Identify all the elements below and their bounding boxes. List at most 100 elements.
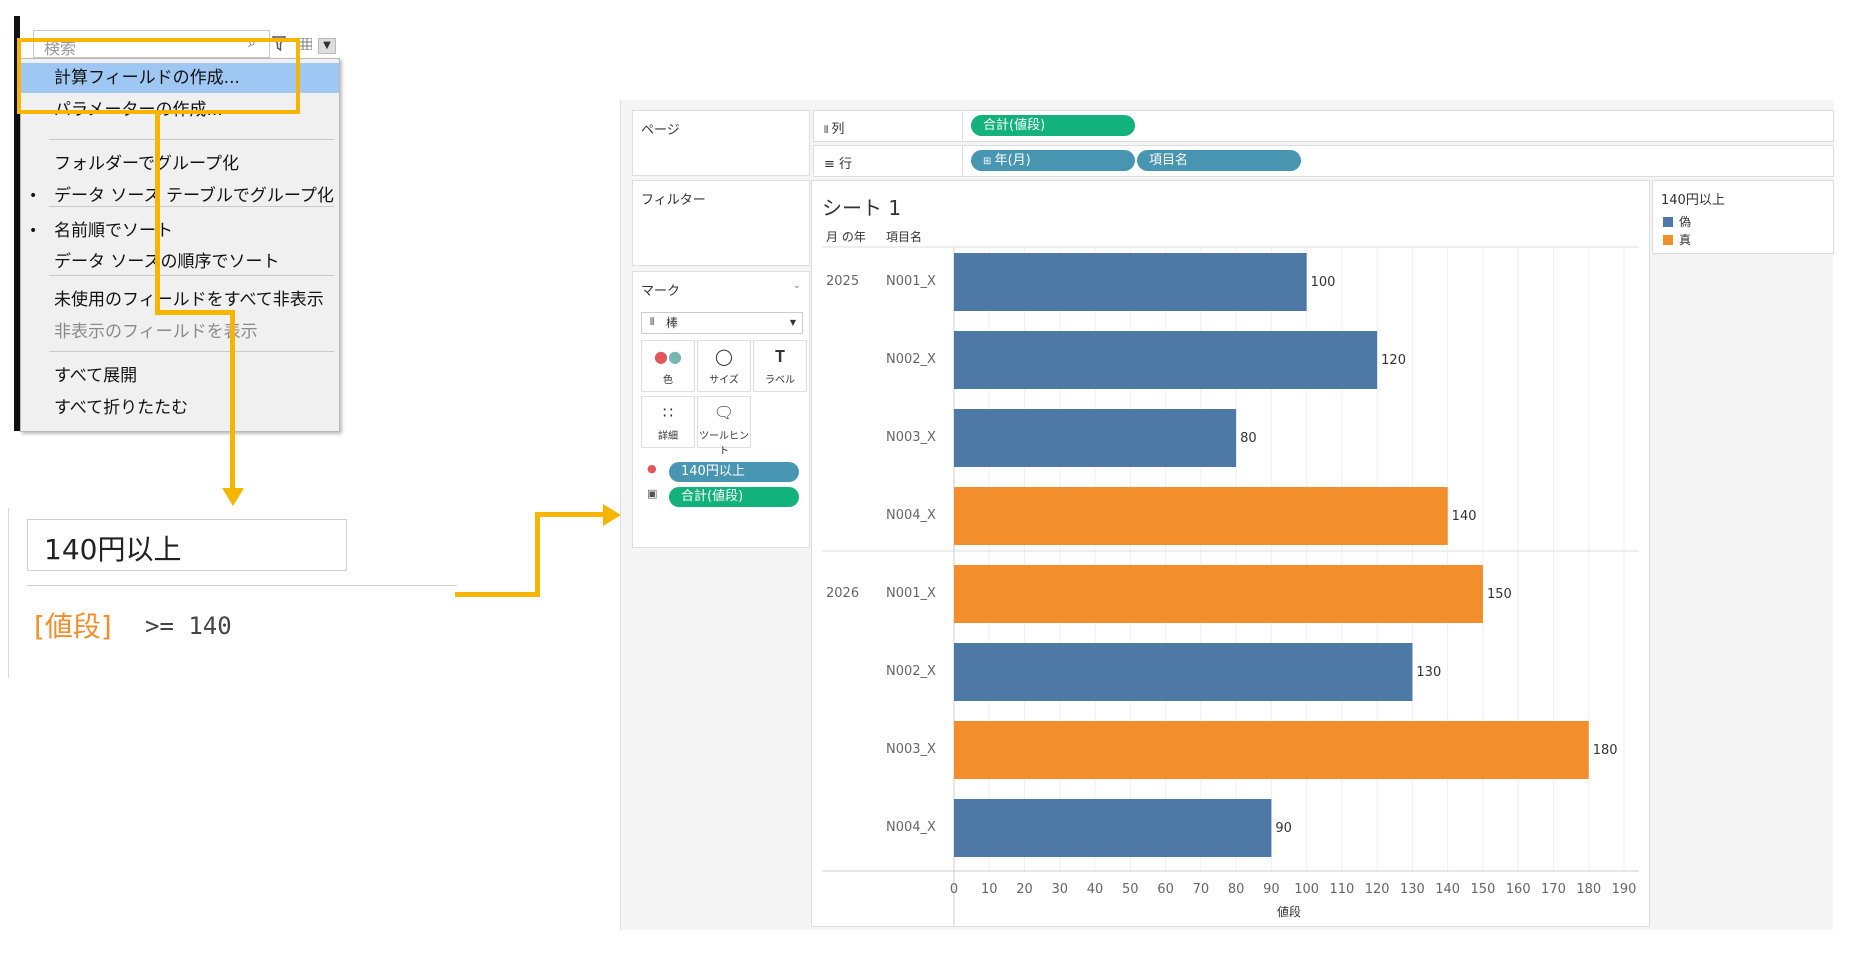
legend-item-false[interactable]: 偽 <box>1663 213 1691 230</box>
mark-type-select[interactable]: ⫴ 棒 ▼ <box>641 312 803 334</box>
pane-edge <box>14 16 20 431</box>
menu-item[interactable]: • データ ソース テーブルでグループ化 <box>21 181 339 211</box>
bar-value-label: 150 <box>1487 587 1512 602</box>
chevron-down-icon[interactable]: ⌄ <box>792 280 801 291</box>
column-pill[interactable]: 合計(値段) <box>971 115 1135 136</box>
item-label: N002_X <box>886 664 936 679</box>
search-placeholder: 検索 <box>44 39 77 58</box>
x-tick-label: 110 <box>1329 882 1354 897</box>
menu-item[interactable]: すべて展開 <box>21 361 339 391</box>
bar <box>954 565 1483 623</box>
item-label: N003_X <box>886 430 936 445</box>
menu-item[interactable]: データ ソースの順序でソート <box>21 247 339 277</box>
connector-line <box>230 310 235 492</box>
search-input[interactable]: 検索 <box>33 30 270 58</box>
menu-item[interactable]: フォルダーでグループ化 <box>21 149 339 179</box>
header-year: 月 の年 <box>826 230 866 244</box>
filter-icon[interactable] <box>272 36 286 52</box>
tooltip-button[interactable]: 🗨 ツールヒント <box>697 396 751 457</box>
x-tick-label: 120 <box>1365 882 1390 897</box>
pages-label: ページ <box>641 123 680 138</box>
marks-card: マーク ⌄ ⫴ 棒 ▼ ●● 色 ◯ サイズ 𝐓 ラベル ∷ 詳細 🗨 ツールヒ… <box>632 271 810 548</box>
color-legend[interactable]: 140円以上 偽 真 <box>1652 180 1834 254</box>
label-button[interactable]: 𝐓 ラベル <box>753 340 807 392</box>
arrow-right-icon <box>603 504 621 526</box>
chevron-down-icon[interactable]: ▼ <box>318 38 336 54</box>
calc-expression[interactable]: >= 140 <box>145 612 232 640</box>
size-button[interactable]: ◯ サイズ <box>697 340 751 392</box>
color-dot-icon: ● <box>647 462 657 475</box>
legend-swatch <box>1663 235 1673 245</box>
menu-item-label: すべて折りたたむ <box>54 398 189 418</box>
calc-field-reference[interactable]: [値段] <box>34 610 112 643</box>
view-grid-icon[interactable] <box>298 38 312 50</box>
legend-swatch <box>1663 217 1673 227</box>
menu-item-label: すべて展開 <box>54 366 138 386</box>
x-tick-label: 20 <box>1016 882 1033 897</box>
x-tick-label: 30 <box>1052 882 1069 897</box>
row-pill-item[interactable]: 項目名 <box>1137 150 1301 171</box>
row-pill-year[interactable]: ⊞ 年(月) <box>971 150 1135 171</box>
bar-value-label: 130 <box>1416 665 1441 680</box>
menu-item-label: 非表示のフィールドを表示 <box>54 322 258 342</box>
tooltip-label: ツールヒント <box>699 431 749 457</box>
marks-label: マーク <box>641 284 681 299</box>
connector-line <box>155 310 235 315</box>
menu-item[interactable]: • 名前順でソート <box>21 216 339 246</box>
year-label: 2026 <box>826 586 859 601</box>
item-label: N003_X <box>886 742 936 757</box>
color-button[interactable]: ●● 色 <box>641 340 695 392</box>
menu-separator <box>49 275 334 276</box>
calc-name-field[interactable]: 140円以上 <box>27 519 347 571</box>
pages-shelf[interactable]: ページ <box>632 110 810 176</box>
size-label: サイズ <box>709 375 739 386</box>
x-axis-title: 値段 <box>1277 904 1301 919</box>
x-tick-label: 70 <box>1193 882 1210 897</box>
item-label: N002_X <box>886 352 936 367</box>
bar-value-label: 180 <box>1593 743 1618 758</box>
search-icon[interactable]: ⌕ <box>248 35 256 51</box>
date-icon: ⊞ <box>983 156 995 167</box>
size-icon: ◯ <box>715 347 733 366</box>
x-tick-label: 170 <box>1541 882 1566 897</box>
divider <box>27 585 457 586</box>
color-label: 色 <box>663 375 673 386</box>
bar-value-label: 100 <box>1311 275 1336 290</box>
text-icon: 𝐓 <box>774 347 786 366</box>
chevron-down-icon: ▼ <box>789 318 796 327</box>
menu-item-label: データ ソースの順序でソート <box>54 252 280 272</box>
menu-item: 非表示のフィールドを表示 <box>21 317 339 347</box>
detail-button[interactable]: ∷ 詳細 <box>641 396 695 448</box>
legend-item-true[interactable]: 真 <box>1663 231 1691 248</box>
item-label: N004_X <box>886 508 936 523</box>
x-tick-label: 60 <box>1157 882 1174 897</box>
mark-pill-label[interactable]: 合計(値段) <box>669 487 799 507</box>
item-label: N004_X <box>886 820 936 835</box>
bar <box>954 799 1272 857</box>
menu-item[interactable]: 計算フィールドの作成... <box>21 63 339 93</box>
editor-edge <box>8 508 9 678</box>
x-tick-label: 90 <box>1263 882 1280 897</box>
bar-value-label: 90 <box>1275 821 1292 836</box>
menu-item[interactable]: すべて折りたたむ <box>21 393 339 423</box>
arrow-down-icon <box>222 488 244 506</box>
rows-shelf[interactable]: ≡ 行 ⊞ 年(月) 項目名 <box>813 145 1834 177</box>
highlight-callout <box>17 38 300 114</box>
mark-pill-color[interactable]: 140円以上 <box>669 462 799 482</box>
connector-line <box>155 114 160 314</box>
x-tick-label: 140 <box>1435 882 1460 897</box>
header-item: 項目名 <box>886 229 922 244</box>
menu-separator <box>49 206 334 207</box>
bar-chart-icon: ⫴ <box>650 317 655 328</box>
item-label: N001_X <box>886 274 936 289</box>
filters-shelf[interactable]: フィルター <box>632 180 810 266</box>
menu-item-label: 計算フィールドの作成... <box>54 68 240 88</box>
columns-shelf[interactable]: ⫴ 列 合計(値段) <box>813 110 1834 142</box>
menu-item-bullet: • <box>29 188 38 204</box>
mark-type-value: 棒 <box>666 316 679 330</box>
x-tick-label: 190 <box>1612 882 1637 897</box>
connector-line <box>535 512 540 597</box>
menu-item[interactable]: 未使用のフィールドをすべて非表示 <box>21 285 339 315</box>
x-tick-label: 40 <box>1087 882 1104 897</box>
